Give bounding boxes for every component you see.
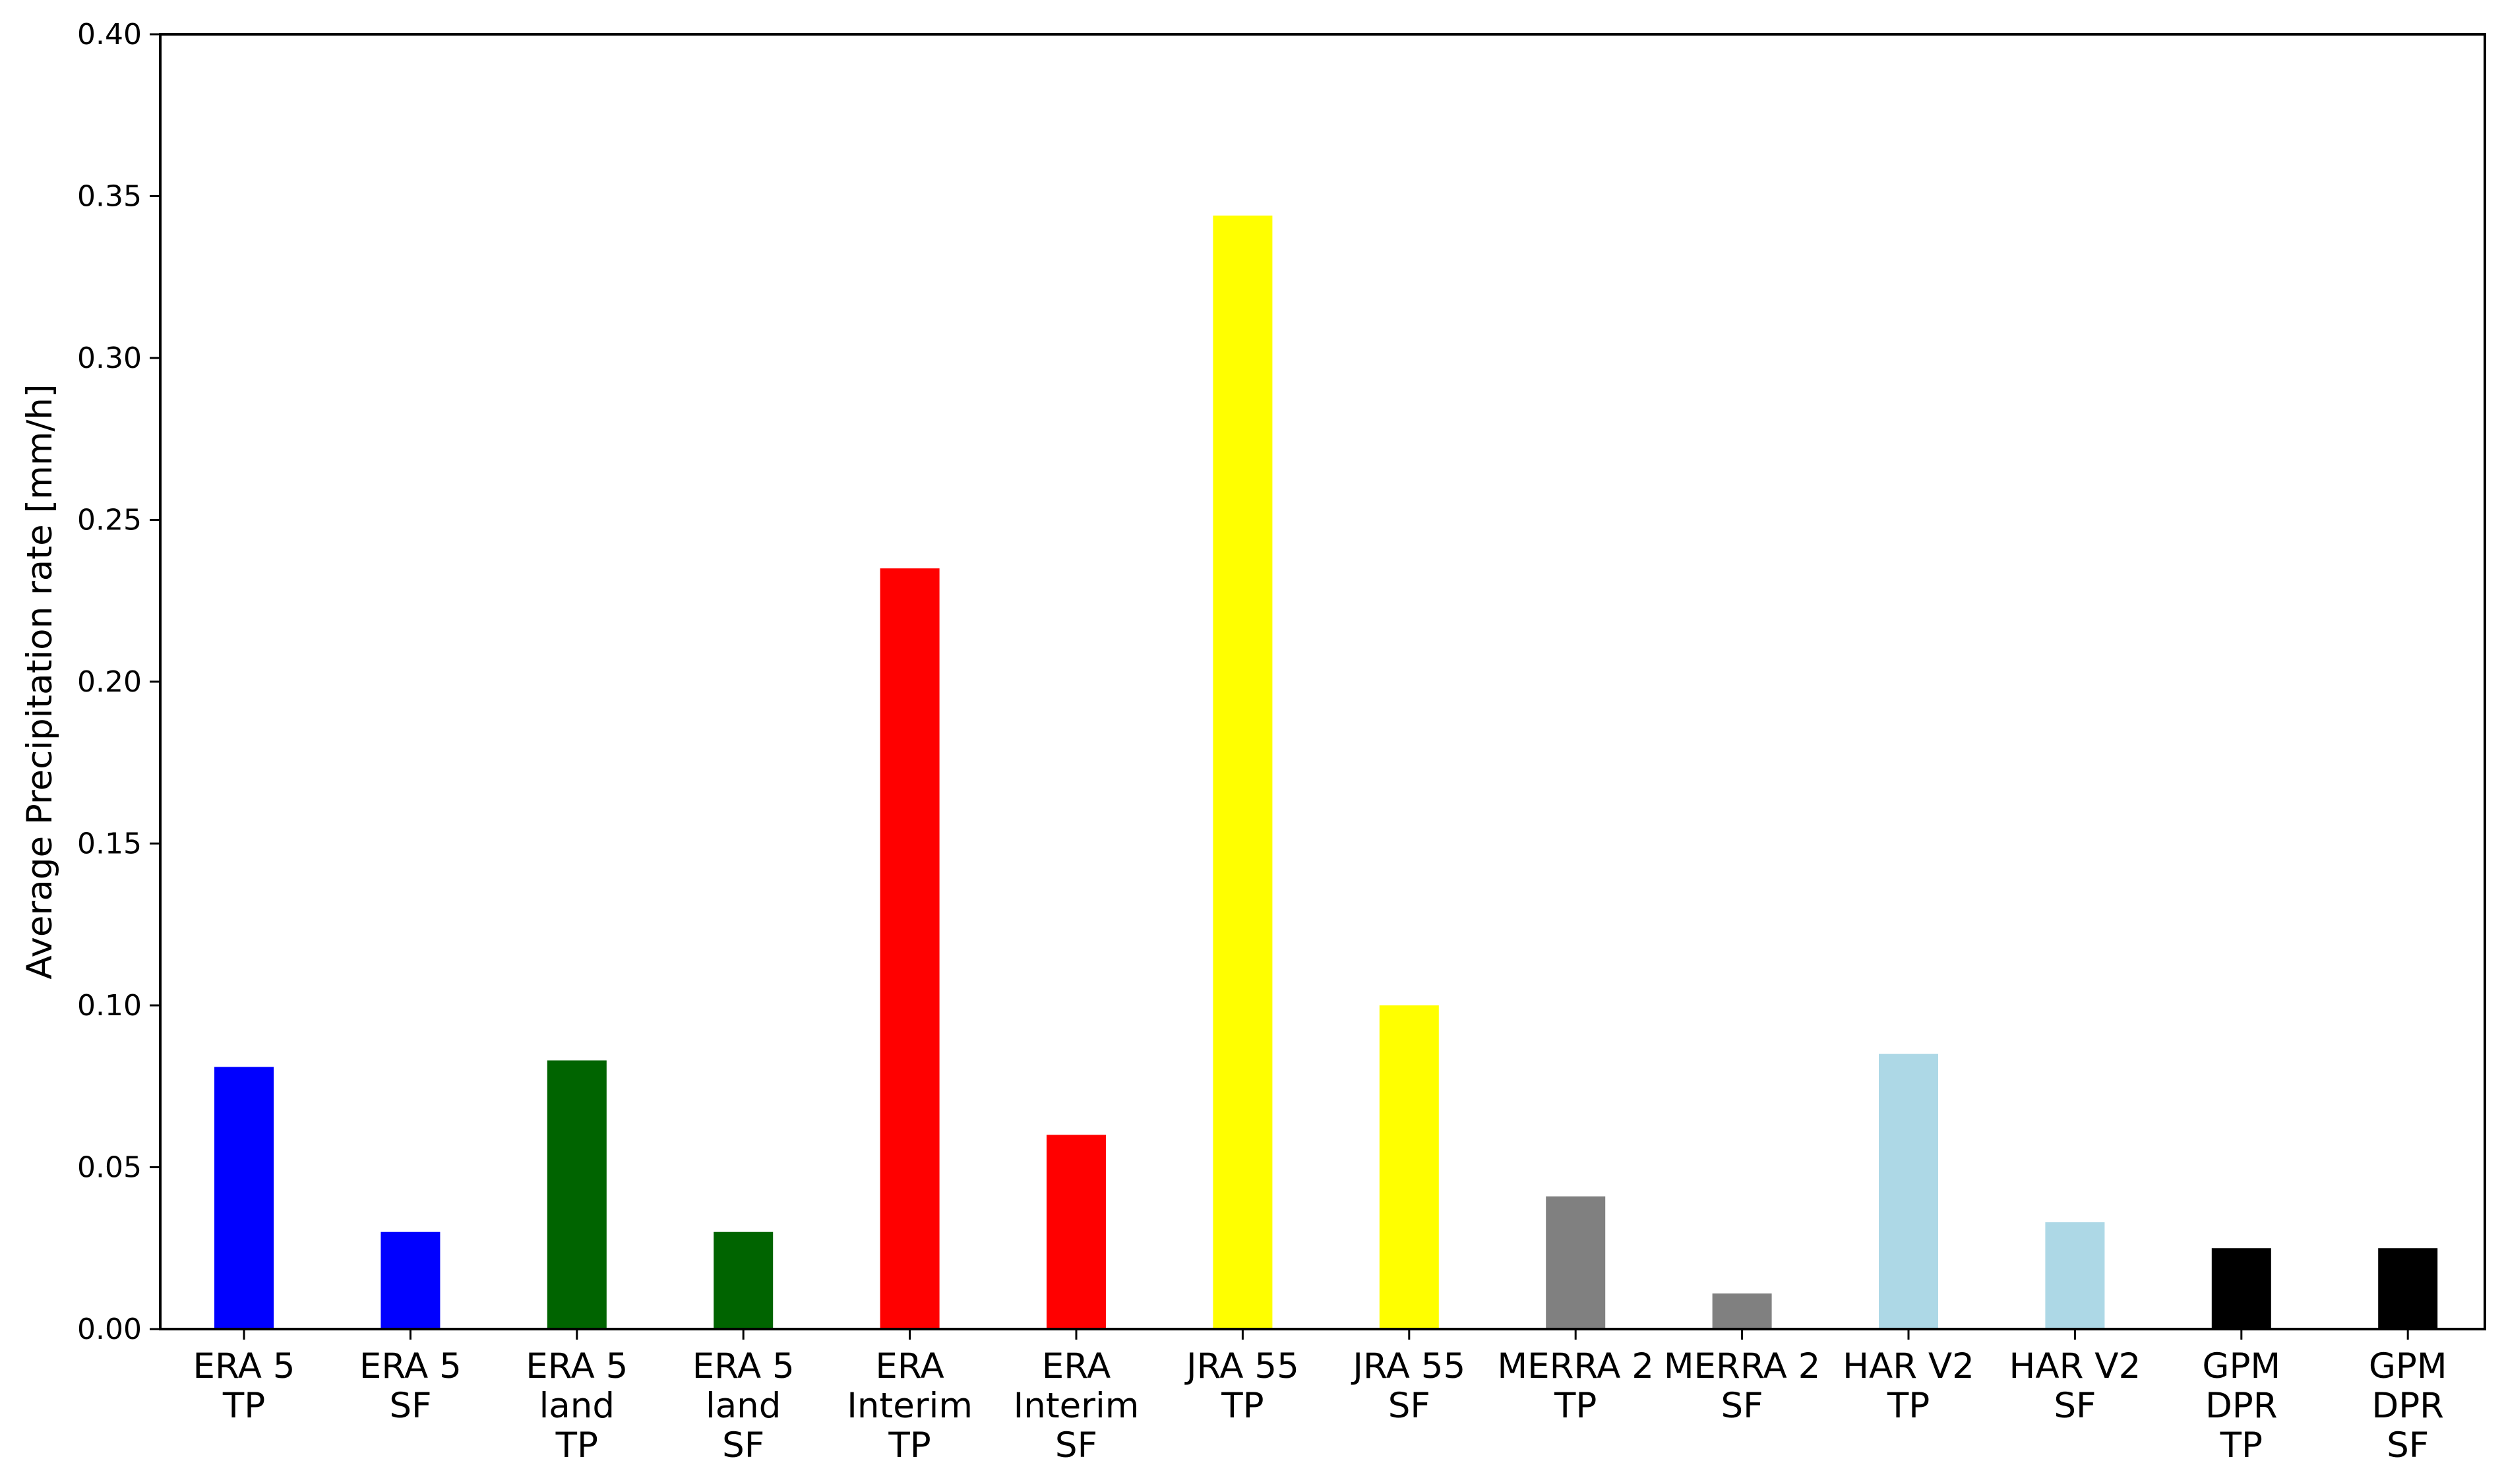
x-tick-label: ERA 5 SF bbox=[359, 1346, 462, 1426]
x-tick-label-line: ERA 5 bbox=[692, 1346, 795, 1386]
y-tick-label: 0.00 bbox=[77, 1313, 142, 1346]
bar bbox=[1213, 215, 1273, 1330]
x-tick-label-line: TP bbox=[222, 1386, 265, 1426]
x-tick-label-line: DPR bbox=[2205, 1386, 2278, 1426]
y-tick-label: 0.40 bbox=[77, 18, 142, 51]
x-tick-label: HAR V2 SF bbox=[2009, 1346, 2141, 1426]
x-tick-label: JRA 55 TP bbox=[1184, 1346, 1299, 1426]
x-tick-label-line: JRA 55 bbox=[1351, 1346, 1465, 1386]
x-tick-label-line: HAR V2 bbox=[2009, 1346, 2141, 1386]
bar bbox=[2378, 1248, 2438, 1329]
x-tick-label-line: land bbox=[706, 1386, 781, 1426]
x-tick-label-line: TP bbox=[555, 1425, 598, 1466]
plot-frame bbox=[159, 33, 2486, 1330]
x-tick-label-line: SF bbox=[389, 1386, 431, 1426]
x-tick-label-line: SF bbox=[2054, 1386, 2096, 1426]
bar bbox=[2045, 1222, 2105, 1329]
y-tick-label: 0.30 bbox=[77, 341, 142, 375]
x-tick-label-line: TP bbox=[888, 1425, 931, 1466]
bar bbox=[880, 568, 940, 1329]
x-tick-label-line: JRA 55 bbox=[1184, 1346, 1299, 1386]
x-tick-label: GPM DPR TP bbox=[2202, 1346, 2280, 1466]
x-tick-label: HAR V2 TP bbox=[1843, 1346, 1974, 1426]
bars-group bbox=[214, 215, 2438, 1330]
y-tick-label: 0.35 bbox=[77, 180, 142, 214]
x-tick-label: ERA Interim TP bbox=[847, 1346, 973, 1466]
x-tick-label: MERRA 2 SF bbox=[1664, 1346, 1821, 1426]
x-tick-label-line: land bbox=[539, 1386, 615, 1426]
x-tick-label-line: GPM bbox=[2202, 1346, 2280, 1386]
x-tick-label-line: SF bbox=[722, 1425, 764, 1466]
x-tick-label-line: ERA 5 bbox=[359, 1346, 462, 1386]
x-tick-label-line: ERA bbox=[1042, 1346, 1111, 1386]
bar bbox=[1546, 1196, 1606, 1329]
x-tick-label-line: MERRA 2 bbox=[1664, 1346, 1821, 1386]
x-tick-label: ERA 5 TP bbox=[193, 1346, 295, 1426]
x-tick-label-line: HAR V2 bbox=[1843, 1346, 1974, 1386]
y-axis: 0.00 0.05 0.10 0.15 0.20 0.25 0.30 0.35 0.40 bbox=[77, 18, 160, 1346]
bar bbox=[1879, 1054, 1938, 1329]
x-tick-label-line: SF bbox=[2387, 1425, 2429, 1466]
x-tick-label-line: GPM bbox=[2369, 1346, 2447, 1386]
x-tick-label-line: TP bbox=[1221, 1386, 1264, 1426]
x-tick-label: MERRA 2 TP bbox=[1497, 1346, 1654, 1426]
x-tick-label: ERA 5 land TP bbox=[526, 1346, 628, 1466]
x-tick-label-line: SF bbox=[1055, 1425, 1097, 1466]
x-tick-label-line: TP bbox=[2220, 1425, 2263, 1466]
x-tick-label-line: SF bbox=[1388, 1386, 1430, 1426]
bar bbox=[1379, 1005, 1439, 1329]
x-tick-label-line: Interim bbox=[1014, 1386, 1140, 1426]
bar bbox=[214, 1067, 274, 1329]
x-tick-label-line: ERA 5 bbox=[526, 1346, 628, 1386]
y-axis-label: Average Precipitation rate [mm/h] bbox=[20, 384, 60, 979]
y-tick-label: 0.15 bbox=[77, 827, 142, 861]
x-tick-label: JRA 55 SF bbox=[1351, 1346, 1465, 1426]
y-tick-label: 0.05 bbox=[77, 1151, 142, 1185]
x-tick-label-line: DPR bbox=[2371, 1386, 2444, 1426]
x-tick-label-line: TP bbox=[1887, 1386, 1930, 1426]
bar bbox=[714, 1232, 774, 1329]
y-tick-label: 0.10 bbox=[77, 989, 142, 1023]
x-tick-label: GPM DPR SF bbox=[2369, 1346, 2447, 1466]
x-tick-label-line: SF bbox=[1721, 1386, 1763, 1426]
x-tick-label-line: TP bbox=[1554, 1386, 1597, 1426]
bar bbox=[1047, 1135, 1106, 1329]
x-tick-label-line: MERRA 2 bbox=[1497, 1346, 1654, 1386]
x-tick-label-line: ERA bbox=[875, 1346, 944, 1386]
bar bbox=[2211, 1248, 2271, 1329]
bar bbox=[547, 1060, 607, 1329]
bar bbox=[381, 1232, 441, 1329]
x-tick-label: ERA 5 land SF bbox=[692, 1346, 795, 1466]
y-tick-label: 0.25 bbox=[77, 504, 142, 537]
x-tick-label: ERA Interim SF bbox=[1014, 1346, 1140, 1466]
x-tick-label-line: Interim bbox=[847, 1386, 973, 1426]
y-tick-label: 0.20 bbox=[77, 665, 142, 699]
bar bbox=[1712, 1293, 1772, 1329]
x-tick-label-line: ERA 5 bbox=[193, 1346, 295, 1386]
